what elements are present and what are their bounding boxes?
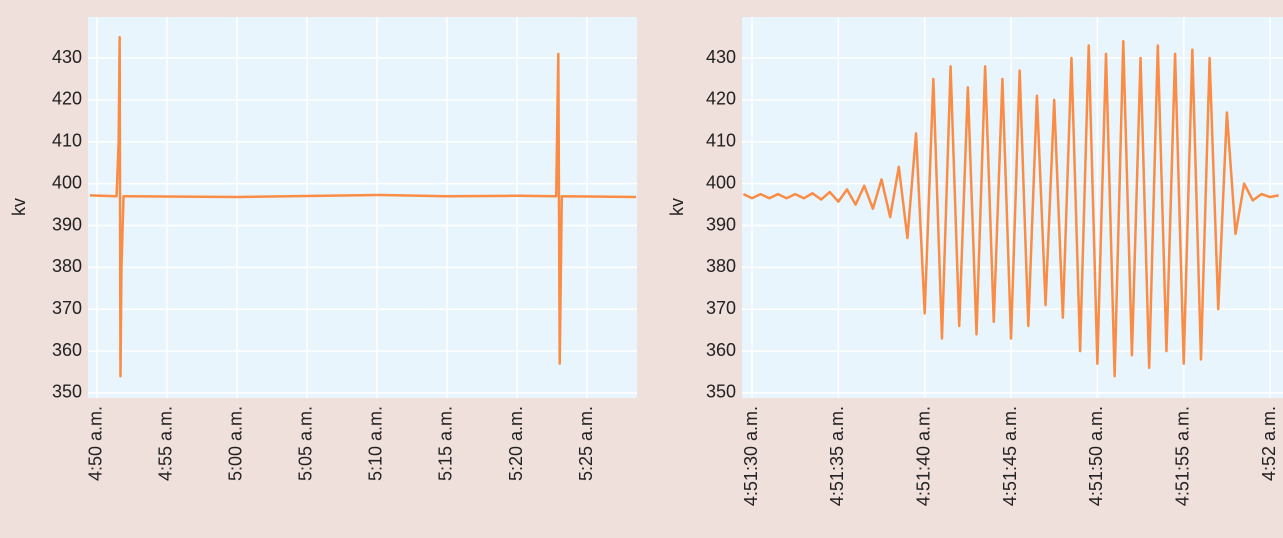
x-tick-label: 4:51:45 a.m.	[1000, 406, 1020, 506]
y-tick-label: 420	[52, 89, 82, 109]
y-tick-label: 420	[706, 89, 736, 109]
x-tick-label: 4:52 a.m.	[1259, 406, 1279, 481]
y-tick-label: 370	[706, 298, 736, 318]
x-tick-label: 5:25 a.m.	[576, 406, 596, 481]
y-tick-label: 350	[706, 382, 736, 402]
x-tick-label: 5:20 a.m.	[506, 406, 526, 481]
y-tick-label: 410	[706, 131, 736, 151]
y-tick-label: 380	[52, 256, 82, 276]
x-tick-label: 4:51:55 a.m.	[1172, 406, 1192, 506]
x-tick-label: 5:10 a.m.	[366, 406, 386, 481]
signal-line	[89, 35, 637, 378]
x-tick-label: 4:51:50 a.m.	[1086, 406, 1106, 506]
x-tick-label: 4:51:40 a.m.	[913, 406, 933, 506]
y-axis-label: kv	[9, 198, 29, 216]
y-tick-label: 390	[706, 214, 736, 234]
y-tick-label: 400	[706, 172, 736, 192]
x-tick-label: 4:51:35 a.m.	[827, 406, 847, 506]
plot-area	[88, 17, 637, 398]
signal-line	[742, 40, 1279, 378]
y-tick-label: 370	[52, 298, 82, 318]
y-tick-label: 380	[706, 256, 736, 276]
x-tick-label: 5:15 a.m.	[436, 406, 456, 481]
y-tick-label: 360	[52, 340, 82, 360]
y-tick-label: 350	[52, 382, 82, 402]
y-tick-label: 410	[52, 131, 82, 151]
x-tick-label: 5:05 a.m.	[296, 406, 316, 481]
x-tick-label: 4:50 a.m.	[86, 406, 106, 481]
y-tick-label: 390	[52, 214, 82, 234]
x-tick-label: 4:51:30 a.m.	[741, 406, 761, 506]
x-tick-label: 4:55 a.m.	[156, 406, 176, 481]
y-tick-label: 400	[52, 172, 82, 192]
y-tick-label: 360	[706, 340, 736, 360]
x-tick-label: 5:00 a.m.	[226, 406, 246, 481]
y-axis-label: kv	[667, 198, 687, 216]
y-tick-label: 430	[706, 47, 736, 67]
y-tick-label: 430	[52, 47, 82, 67]
